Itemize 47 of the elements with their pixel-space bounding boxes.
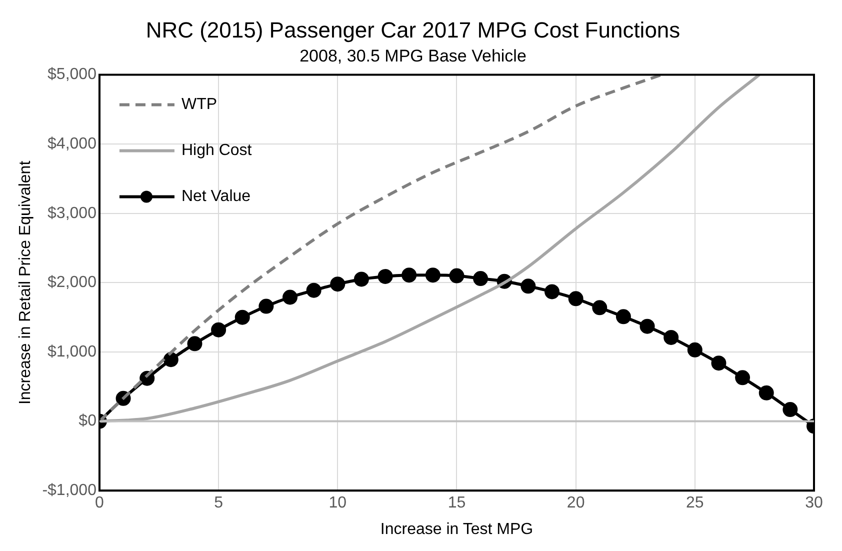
y-tick-label: $3,000: [48, 204, 97, 222]
point: [568, 291, 584, 306]
x-axis-title: Increase in Test MPG: [380, 520, 534, 538]
legend-label: Net Value: [181, 188, 251, 206]
point: [735, 370, 750, 386]
point: [592, 300, 608, 316]
chart-subtitle: 2008, 30.5 MPG Base Vehicle: [300, 46, 526, 66]
point: [306, 282, 322, 298]
y-tick-label: $4,000: [48, 136, 97, 153]
y-axis-title: Increase in Retail Price Equivalent: [17, 160, 34, 405]
legend-label: High Cost: [181, 142, 252, 160]
point: [520, 278, 536, 294]
point: [234, 310, 250, 325]
legend-label: WTP: [181, 96, 218, 114]
point: [402, 268, 417, 283]
point: [163, 352, 178, 368]
x-tick-label: 5: [214, 494, 224, 512]
y-tick-label: -$1,000: [42, 482, 97, 500]
x-tick-label: 10: [328, 494, 347, 512]
point: [449, 268, 464, 284]
point: [211, 322, 226, 338]
x-tick-label: 30: [805, 494, 823, 512]
x-tick-label: 0: [95, 494, 104, 512]
x-tick-label: 25: [686, 494, 704, 512]
y-tick-label: $1,000: [48, 343, 97, 360]
point: [473, 271, 488, 286]
point: [711, 356, 726, 371]
point: [687, 342, 702, 358]
point: [378, 268, 393, 284]
point: [544, 284, 560, 300]
x-tick-label: 15: [448, 494, 466, 512]
point: [187, 336, 202, 352]
point: [616, 309, 631, 324]
point: [282, 290, 298, 305]
point: [640, 318, 655, 334]
x-tick-label: 20: [566, 494, 585, 512]
y-tick-label: $0: [78, 412, 97, 430]
y-tick-label: $5,000: [48, 66, 97, 84]
point: [425, 268, 440, 283]
y-tick-label: $2,000: [48, 274, 97, 292]
point: [354, 272, 369, 287]
point: [782, 402, 798, 418]
point: [664, 330, 679, 345]
point: [330, 276, 346, 292]
chart-title: NRC (2015) Passenger Car 2017 MPG Cost Functions: [146, 17, 680, 42]
point: [758, 385, 774, 400]
point: [258, 298, 274, 314]
